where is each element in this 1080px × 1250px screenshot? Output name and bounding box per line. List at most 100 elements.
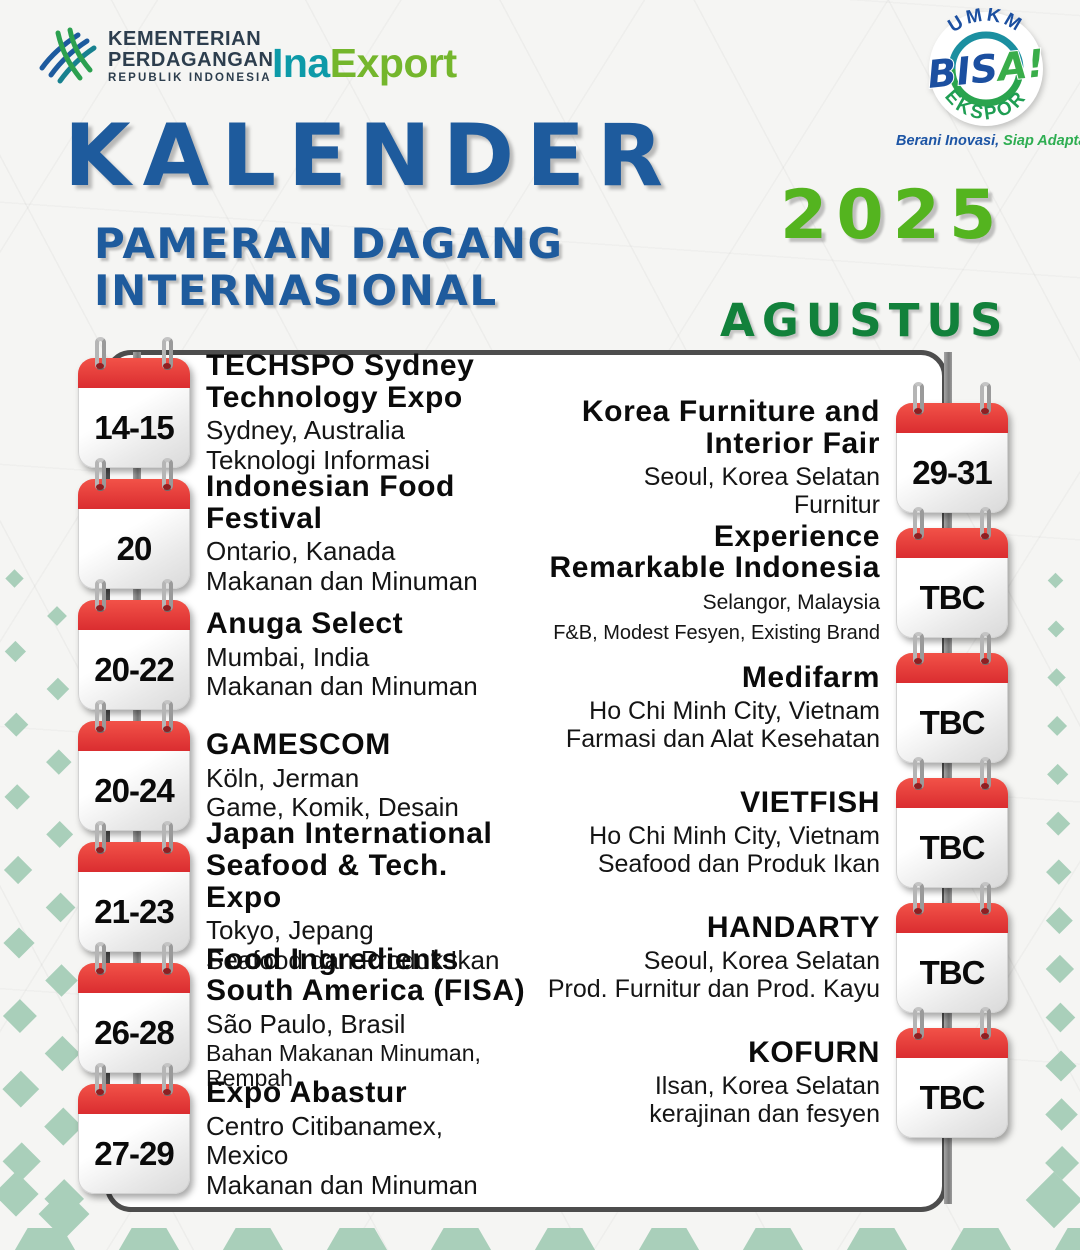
event-location: Ontario, Kanada	[206, 536, 396, 567]
calendar-ring-icon	[95, 1062, 106, 1096]
poster-subtitle: PAMERAN DAGANG INTERNASIONAL	[94, 220, 564, 314]
event-category: Farmasi dan Alat Kesehatan	[565, 724, 880, 753]
calendar-ring-icon	[95, 457, 106, 491]
events-panel	[105, 350, 947, 1212]
badge-bis-text: BIS	[925, 46, 1000, 97]
diamond-decoration	[5, 569, 24, 588]
event-title: KOFURN	[748, 1035, 880, 1069]
event-text: Medifarm Ho Chi Minh City, Vietnam Farma…	[545, 662, 880, 753]
event-location: Ilsan, Korea Selatan	[654, 1071, 880, 1100]
calendar-ring-icon	[95, 578, 106, 612]
event-category: Makanan dan Minuman	[206, 565, 478, 596]
calendar-ring-icon	[95, 336, 106, 370]
calendar-date-icon: 14-15	[78, 336, 190, 468]
event-date: 20-22	[94, 650, 174, 688]
calendar-ring-icon	[980, 506, 991, 540]
event-date: TBC	[919, 1078, 986, 1116]
event-date: 27-29	[94, 1134, 174, 1172]
event-item: 20-22 Anuga Select Mumbai, India Makanan…	[78, 578, 530, 715]
diamond-decoration	[742, 1228, 804, 1250]
calendar-date-icon: 20-24	[78, 699, 190, 831]
calendar-date-icon: TBC	[896, 631, 1008, 763]
calendar-ring-icon	[980, 881, 991, 915]
event-title: TECHSPO Sydney Technology Expo	[206, 348, 475, 414]
event-date: 14-15	[94, 408, 174, 446]
diamond-decoration	[1045, 1050, 1077, 1082]
diamond-decoration	[2, 1070, 39, 1107]
event-item: VIETFISH Ho Chi Minh City, Vietnam Seafo…	[545, 756, 1008, 895]
event-text: Food Ingredients South America (FISA) Sã…	[206, 943, 530, 1091]
event-location: Sydney, Australia	[206, 415, 405, 446]
event-title: Korea Furniture and Interior Fair	[581, 394, 880, 460]
event-date: 21-23	[94, 892, 174, 930]
ministry-logo: KEMENTERIAN PERDAGANGAN REPUBLIK INDONES…	[36, 26, 274, 88]
calendar-ring-icon	[913, 506, 924, 540]
diamond-decoration	[222, 1228, 284, 1250]
event-item: 26-28 Food Ingredients South America (FI…	[78, 941, 530, 1091]
diamond-decoration	[534, 1228, 596, 1250]
event-location: Köln, Jerman	[206, 762, 360, 793]
event-date: 26-28	[94, 1013, 174, 1051]
event-category: Game, Komik, Desain	[206, 791, 459, 822]
calendar-ring-icon	[913, 631, 924, 665]
event-item: 20 Indonesian Food Festival Ontario, Kan…	[78, 457, 530, 596]
bisa-badge-icon: UMKM EKSPOR BISA!	[924, 4, 1048, 126]
calendar-date-icon: 27-29	[78, 1062, 190, 1194]
diamond-decoration	[1045, 1098, 1078, 1131]
diamond-decoration	[1045, 954, 1074, 983]
event-text: VIETFISH Ho Chi Minh City, Vietnam Seafo…	[545, 787, 880, 878]
diamond-decoration	[1046, 859, 1072, 885]
calendar-ring-icon	[913, 756, 924, 790]
event-date: TBC	[919, 578, 986, 616]
diamond-decoration	[44, 1035, 80, 1071]
event-location: Mumbai, India	[206, 641, 370, 672]
events-right: Korea Furniture and Interior Fair Seoul,…	[545, 381, 1008, 1145]
event-item: Medifarm Ho Chi Minh City, Vietnam Farma…	[545, 631, 1008, 770]
event-item: Experience Remarkable Indonesia Selangor…	[545, 506, 1008, 645]
calendar-date-icon: 29-31	[896, 381, 1008, 513]
diamond-decoration	[326, 1228, 388, 1250]
event-category: kerajinan dan fesyen	[649, 1099, 880, 1128]
tagline-green: Siap Adaptasi!	[1003, 133, 1080, 149]
event-item: 20-24 GAMESCOM Köln, Jerman Game, Komik,…	[78, 699, 530, 836]
event-title: Japan International Seafood & Tech. Expo	[206, 816, 493, 914]
inaexport-logo: InaExport	[272, 40, 457, 87]
diamond-decoration	[4, 640, 26, 662]
diamond-decoration	[4, 712, 29, 737]
badge-a-text: A!	[993, 41, 1047, 90]
diamond-decoration	[4, 784, 31, 811]
event-text: Indonesian Food Festival Ontario, Kanada…	[206, 471, 530, 596]
event-category: Prod. Furnitur dan Prod. Kayu	[547, 974, 880, 1003]
month-label: AGUSTUS	[720, 294, 1010, 347]
event-date: 29-31	[912, 453, 992, 491]
ministry-line2: PERDAGANGAN	[108, 48, 274, 71]
diamond-decoration	[47, 606, 67, 626]
calendar-ring-icon	[95, 699, 106, 733]
diamond-decoration	[1045, 1002, 1076, 1033]
diamond-decoration	[430, 1228, 492, 1250]
diamond-decoration	[1054, 1228, 1080, 1250]
event-text: KOFURN Ilsan, Korea Selatan kerajinan da…	[545, 1037, 880, 1128]
event-location: Ho Chi Minh City, Vietnam	[589, 696, 880, 725]
event-category: F&B, Modest Fesyen, Existing Brand	[553, 621, 880, 644]
poster-title: KALENDER	[64, 106, 676, 206]
event-category: Seafood dan Produk Ikan	[206, 944, 500, 975]
event-category: Teknologi Informasi	[206, 444, 430, 475]
diamond-decoration	[950, 1228, 1012, 1250]
calendar-ring-icon	[913, 1006, 924, 1040]
calendar-ring-icon	[162, 1062, 173, 1096]
umkm-bisa-ekspor-badge: UMKM EKSPOR BISA! Berani Inovasi, Siap A…	[896, 4, 1080, 149]
events-left: 14-15 TECHSPO Sydney Technology Expo Syd…	[78, 336, 530, 1199]
event-location: Selangor, Malaysia	[702, 591, 880, 615]
calendar-ring-icon	[95, 941, 106, 975]
event-item: KOFURN Ilsan, Korea Selatan kerajinan da…	[545, 1006, 1008, 1145]
event-text: TECHSPO Sydney Technology Expo Sydney, A…	[206, 350, 530, 475]
event-text: Japan International Seafood & Tech. Expo…	[206, 816, 530, 975]
diamond-decoration	[0, 1171, 39, 1217]
event-item: 14-15 TECHSPO Sydney Technology Expo Syd…	[78, 336, 530, 475]
event-text: Experience Remarkable Indonesia Selangor…	[545, 520, 880, 645]
diamond-decoration	[1046, 907, 1073, 934]
event-title: Anuga Select	[206, 606, 404, 640]
diamond-decoration	[45, 820, 74, 849]
